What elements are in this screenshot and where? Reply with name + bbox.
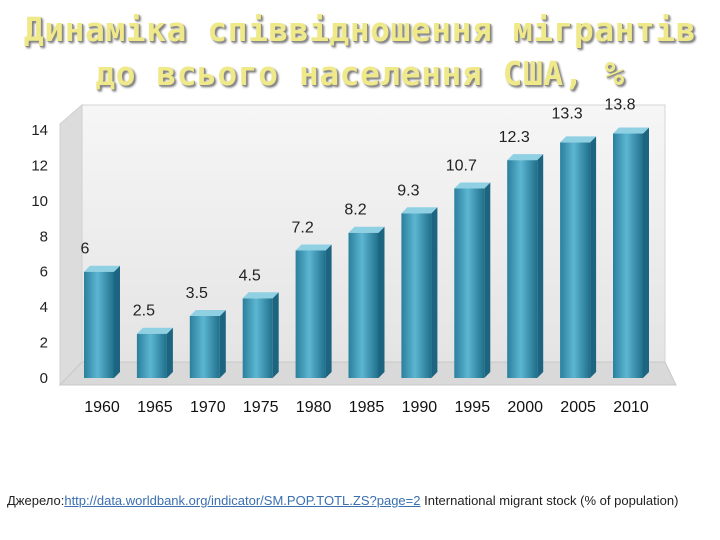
bar-front bbox=[401, 213, 432, 378]
y-tick-label: 14 bbox=[31, 122, 48, 139]
bar bbox=[348, 226, 385, 378]
bar-top bbox=[507, 154, 544, 161]
bar-front bbox=[454, 188, 485, 378]
bar-top bbox=[348, 226, 385, 233]
bar-front bbox=[560, 142, 591, 378]
data-label: 6 bbox=[81, 241, 90, 258]
bar-side bbox=[537, 154, 544, 378]
chart-side-wall bbox=[59, 103, 83, 387]
data-label: 3.5 bbox=[186, 285, 208, 302]
data-label: 12.3 bbox=[499, 129, 530, 146]
bar bbox=[189, 310, 226, 378]
bar bbox=[136, 327, 173, 378]
data-label: 8.2 bbox=[344, 202, 366, 219]
y-tick-label: 2 bbox=[40, 335, 48, 352]
x-tick-label: 1990 bbox=[402, 399, 438, 416]
bar-side bbox=[590, 136, 597, 378]
x-tick-label: 1965 bbox=[137, 399, 173, 416]
x-tick-label: 2005 bbox=[560, 399, 596, 416]
bar-front bbox=[507, 160, 538, 378]
bar-side bbox=[643, 127, 649, 379]
x-tick-label: 1995 bbox=[455, 399, 491, 416]
source-description: International migrant stock (% of popula… bbox=[420, 493, 679, 508]
data-label: 7.2 bbox=[291, 219, 313, 236]
bar bbox=[560, 136, 597, 378]
x-tick-label: 1970 bbox=[190, 399, 226, 416]
source-note: Джерело:http://data.worldbank.org/indica… bbox=[7, 492, 707, 510]
y-tick-label: 10 bbox=[31, 193, 48, 210]
bar-side bbox=[484, 182, 491, 378]
data-label: 10.7 bbox=[446, 157, 477, 174]
bar-top bbox=[560, 136, 597, 143]
bar-front bbox=[84, 271, 114, 378]
bar-side bbox=[378, 226, 385, 378]
chart-title-line-2: до всього населення США, % bbox=[95, 54, 625, 93]
data-label: 13.3 bbox=[552, 105, 583, 122]
bar-top bbox=[613, 127, 649, 134]
bar bbox=[295, 244, 332, 378]
bar-side bbox=[272, 292, 279, 378]
data-label: 4.5 bbox=[239, 267, 261, 284]
bar-top bbox=[189, 310, 226, 316]
bar-side bbox=[219, 310, 226, 378]
bar-side bbox=[325, 244, 332, 378]
bar-side bbox=[166, 327, 173, 378]
y-tick-label: 8 bbox=[40, 228, 48, 245]
bar-front bbox=[295, 250, 326, 378]
bar bbox=[242, 292, 279, 378]
bar bbox=[454, 182, 491, 378]
bar-top bbox=[454, 182, 491, 189]
bar bbox=[84, 265, 120, 378]
bar-top bbox=[401, 207, 438, 214]
data-label: 9.3 bbox=[397, 182, 419, 199]
chart-title-line-1: Динаміка співвідношення мігрантів bbox=[23, 10, 697, 49]
x-tick-label: 1960 bbox=[84, 399, 120, 416]
source-prefix: Джерело: bbox=[7, 493, 65, 508]
x-tick-label: 2000 bbox=[507, 399, 543, 416]
data-label: 13.8 bbox=[604, 97, 635, 114]
bar-top bbox=[242, 292, 279, 299]
bar-side bbox=[431, 207, 438, 378]
bar-top bbox=[295, 244, 332, 251]
x-tick-label: 1985 bbox=[349, 399, 385, 416]
data-label: 2.5 bbox=[133, 303, 155, 320]
x-tick-label: 1980 bbox=[296, 399, 332, 416]
source-link[interactable]: http://data.worldbank.org/indicator/SM.P… bbox=[64, 493, 421, 508]
y-tick-label: 12 bbox=[31, 157, 48, 174]
bar-top bbox=[84, 265, 120, 272]
bar-top bbox=[136, 327, 173, 334]
bar-front bbox=[348, 232, 379, 378]
y-tick-label: 0 bbox=[40, 370, 48, 387]
y-tick-label: 4 bbox=[40, 299, 48, 316]
y-tick-label: 6 bbox=[40, 264, 48, 281]
bar-front bbox=[136, 333, 167, 378]
chart-title: Динаміка співвідношення мігрантів до всь… bbox=[0, 8, 720, 96]
x-tick-label: 2010 bbox=[613, 399, 649, 416]
bar bbox=[401, 207, 438, 378]
bar-front bbox=[242, 298, 273, 378]
bar bbox=[613, 127, 649, 379]
bar bbox=[507, 154, 544, 378]
bar-front bbox=[613, 133, 643, 378]
x-tick-label: 1975 bbox=[243, 399, 279, 416]
bar-side bbox=[114, 265, 120, 378]
bar-front bbox=[189, 316, 220, 378]
